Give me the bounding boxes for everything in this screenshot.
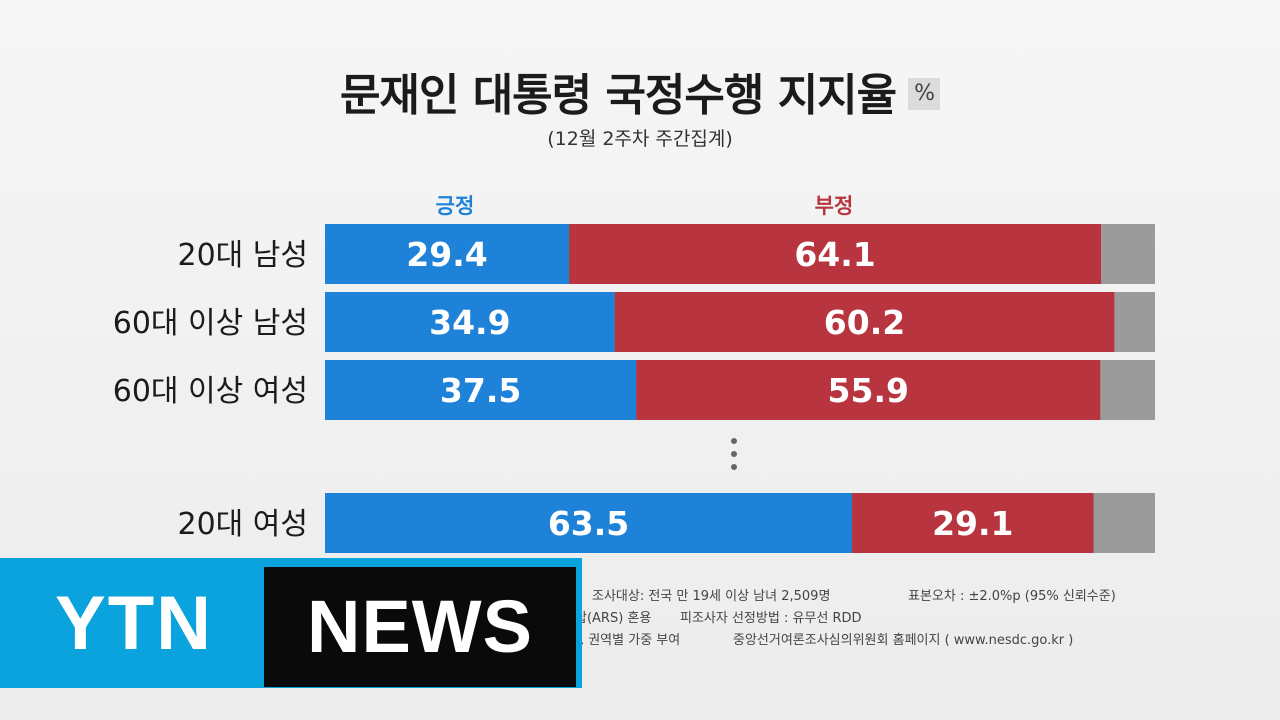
bar-value-label: 29.1: [932, 504, 1013, 543]
bar-value-label: 55.9: [828, 371, 909, 410]
footer-weighting: 령, 권역별 가중 부여: [568, 633, 681, 648]
bar-value-label: 60.2: [824, 303, 905, 342]
ellipsis-dots: [730, 438, 738, 477]
bar-positive: [325, 292, 615, 352]
footer-survey-target: 조사대상: 전국 만 19세 이상 남녀 2,509명: [592, 589, 831, 604]
chart-title-text: 문재인 대통령 국정수행 지지율: [339, 70, 897, 121]
news-logo-text: NEWS: [264, 567, 576, 687]
footer-website: 중앙선거여론조사심의위원회 홈페이지 ( www.nesdc.go.kr ): [733, 633, 1074, 648]
chart-title: 문재인 대통령 국정수행 지지율%: [0, 66, 1280, 126]
category-label: 60대 이상 남성: [113, 306, 308, 341]
category-label: 60대 이상 여성: [113, 374, 308, 409]
category-label: 20대 여성: [177, 507, 308, 542]
ytn-logo-text: YTN: [55, 581, 213, 666]
footer-margin-error: 표본오차 : ±2.0%p (95% 신뢰수준): [908, 589, 1116, 604]
legend-positive: 긍정: [435, 194, 475, 218]
bar-negative: [636, 360, 1101, 420]
bar-value-label: 64.1: [794, 235, 875, 274]
dot: [731, 451, 737, 457]
bar-positive: [325, 493, 853, 553]
dot: [731, 464, 737, 470]
bar-value-label: 34.9: [429, 303, 510, 342]
bar-positive: [325, 360, 637, 420]
footer-sampling: 피조사자 선정방법 : 유무선 RDD: [680, 611, 862, 626]
dot: [731, 438, 737, 444]
bar-value-label: 63.5: [548, 504, 629, 543]
legend-negative: 부정: [814, 194, 854, 218]
unit-badge: %: [908, 78, 941, 110]
bar-negative: [614, 292, 1115, 352]
footer-method: 답(ARS) 혼용: [575, 611, 652, 626]
bar-value-label: 29.4: [406, 235, 487, 274]
bar-negative: [852, 493, 1094, 553]
chart-subtitle: (12월 2주차 주간집계): [547, 128, 733, 150]
category-label: 20대 남성: [177, 238, 308, 273]
bar-negative: [569, 224, 1102, 284]
bar-positive: [325, 224, 570, 284]
bar-value-label: 37.5: [440, 371, 521, 410]
